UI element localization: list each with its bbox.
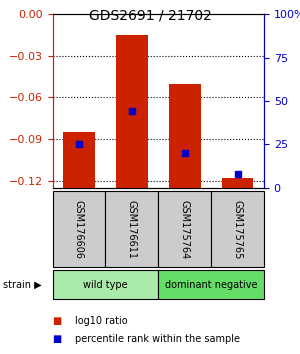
Text: ■: ■ — [52, 334, 62, 344]
Text: GDS2691 / 21702: GDS2691 / 21702 — [88, 9, 212, 23]
Bar — [105, 191, 158, 267]
Text: GSM175765: GSM175765 — [232, 200, 243, 259]
Text: dominant negative: dominant negative — [165, 280, 257, 290]
Text: GSM175764: GSM175764 — [180, 200, 190, 259]
Text: log10 ratio: log10 ratio — [75, 315, 128, 326]
Bar — [211, 191, 264, 267]
Text: GSM176606: GSM176606 — [74, 200, 84, 259]
Text: GSM176611: GSM176611 — [127, 200, 137, 259]
Bar — [116, 35, 148, 188]
Text: ■: ■ — [52, 315, 62, 326]
Text: percentile rank within the sample: percentile rank within the sample — [75, 334, 240, 344]
Bar — [222, 178, 253, 188]
Bar — [169, 84, 200, 188]
Bar — [63, 132, 95, 188]
Bar — [52, 191, 105, 267]
Text: strain ▶: strain ▶ — [3, 280, 42, 290]
Bar — [158, 270, 264, 299]
Bar — [158, 191, 211, 267]
Bar — [52, 270, 158, 299]
Text: wild type: wild type — [83, 280, 128, 290]
